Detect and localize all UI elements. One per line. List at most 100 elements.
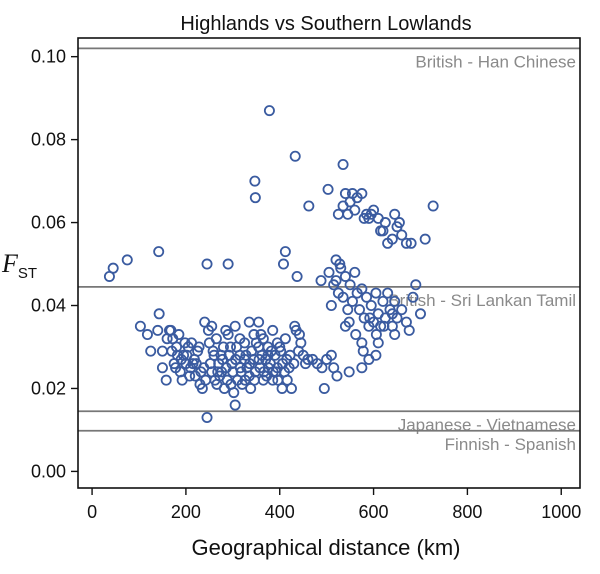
scatter-point (396, 304, 408, 316)
scatter-point (225, 378, 237, 390)
scatter-point (285, 382, 297, 394)
y-tick-label: 0.06 (31, 213, 66, 233)
scatter-point (224, 341, 236, 353)
scatter-point (248, 329, 260, 341)
x-axis-label: Geographical distance (km) (191, 535, 460, 560)
scatter-point (405, 237, 417, 249)
scatter-point (277, 258, 289, 270)
scatter-point (343, 366, 355, 378)
scatter-point (389, 208, 401, 220)
scatter-point (262, 349, 274, 361)
scatter-point (356, 362, 368, 374)
scatter-point (316, 362, 328, 374)
plot-frame (77, 37, 581, 489)
scatter-point (165, 324, 177, 336)
scatter-point (200, 374, 212, 386)
scatter-point (234, 349, 246, 361)
x-tick-label: 1000 (541, 502, 581, 522)
scatter-point (349, 266, 361, 278)
scatter-point (427, 200, 439, 212)
y-tick-label: 0.04 (31, 296, 66, 316)
scatter-point (179, 337, 191, 349)
scatter-point (190, 358, 202, 370)
scatter-point (391, 221, 403, 233)
scatter-point (267, 324, 279, 336)
scatter-point (342, 304, 354, 316)
scatter-point (220, 362, 232, 374)
reference-line-label: Japanese - Vietnamese (398, 415, 576, 434)
scatter-point (400, 237, 412, 249)
y-tick-label: 0.08 (31, 130, 66, 150)
scatter-point (249, 175, 261, 187)
scatter-point (249, 192, 261, 204)
scatter-point (210, 333, 222, 345)
scatter-point (389, 295, 401, 307)
scatter-point (234, 362, 246, 374)
scatter-point (243, 316, 255, 328)
y-axis-label-sub: ST (18, 265, 37, 282)
scatter-point (303, 200, 315, 212)
scatter-point (239, 337, 251, 349)
scatter-point (337, 158, 349, 170)
scatter-point (215, 349, 227, 361)
scatter-point (281, 374, 293, 386)
scatter-point (358, 312, 370, 324)
scatter-point (186, 337, 198, 349)
scatter-point (293, 329, 305, 341)
y-axis-label: FST (1, 249, 37, 282)
scatter-point (377, 295, 389, 307)
x-tick-label: 400 (265, 502, 295, 522)
scatter-point (356, 337, 368, 349)
x-tick-label: 200 (171, 502, 201, 522)
scatter-point (370, 329, 382, 341)
scatter-point (318, 382, 330, 394)
scatter-point (201, 258, 213, 270)
scatter-point (361, 291, 373, 303)
scatter-point (350, 329, 362, 341)
data-points (103, 105, 439, 423)
scatter-point (300, 358, 312, 370)
scatter-point (176, 374, 188, 386)
scatter-point (322, 183, 334, 195)
scatter-point (181, 349, 193, 361)
scatter-point (363, 353, 375, 365)
scatter-point (370, 287, 382, 299)
scatter-point (339, 188, 351, 200)
scatter-point (206, 320, 218, 332)
scatter-point (400, 316, 412, 328)
scatter-point (244, 358, 256, 370)
scatter-point (134, 320, 146, 332)
scatter-point (414, 308, 426, 320)
scatter-point (364, 312, 376, 324)
reference-line-label: British - Han Chinese (415, 52, 576, 71)
scatter-point (375, 320, 387, 332)
scatter-point (156, 345, 168, 357)
scatter-point (253, 316, 265, 328)
y-tick-label: 0.02 (31, 378, 66, 398)
scatter-point (328, 362, 340, 374)
y-axis-label-main: F (1, 249, 19, 278)
scatter-point (156, 362, 168, 374)
scatter-point (337, 291, 349, 303)
scatter-point (145, 345, 157, 357)
scatter-point (407, 291, 419, 303)
x-axis: 0 200 400 600 800 1000 (87, 488, 581, 522)
scatter-point (257, 333, 269, 345)
y-tick-label: 0.00 (31, 461, 66, 481)
scatter-point (267, 366, 279, 378)
reference-line-label: Finnish - Spanish (445, 435, 576, 454)
scatter-point (141, 329, 153, 341)
scatter-point (204, 358, 216, 370)
reference-lines: British - Han Chinese British - Sri Lanka… (78, 47, 580, 454)
scatter-point (323, 266, 335, 278)
scatter-point (325, 300, 337, 312)
scatter-point (160, 374, 172, 386)
scatter-point (153, 246, 165, 258)
scatter-point (229, 399, 241, 411)
scatter-point (121, 254, 133, 266)
scatter-point (248, 374, 260, 386)
scatter-point (321, 353, 333, 365)
scatter-point (289, 320, 301, 332)
scatter-point (356, 188, 368, 200)
